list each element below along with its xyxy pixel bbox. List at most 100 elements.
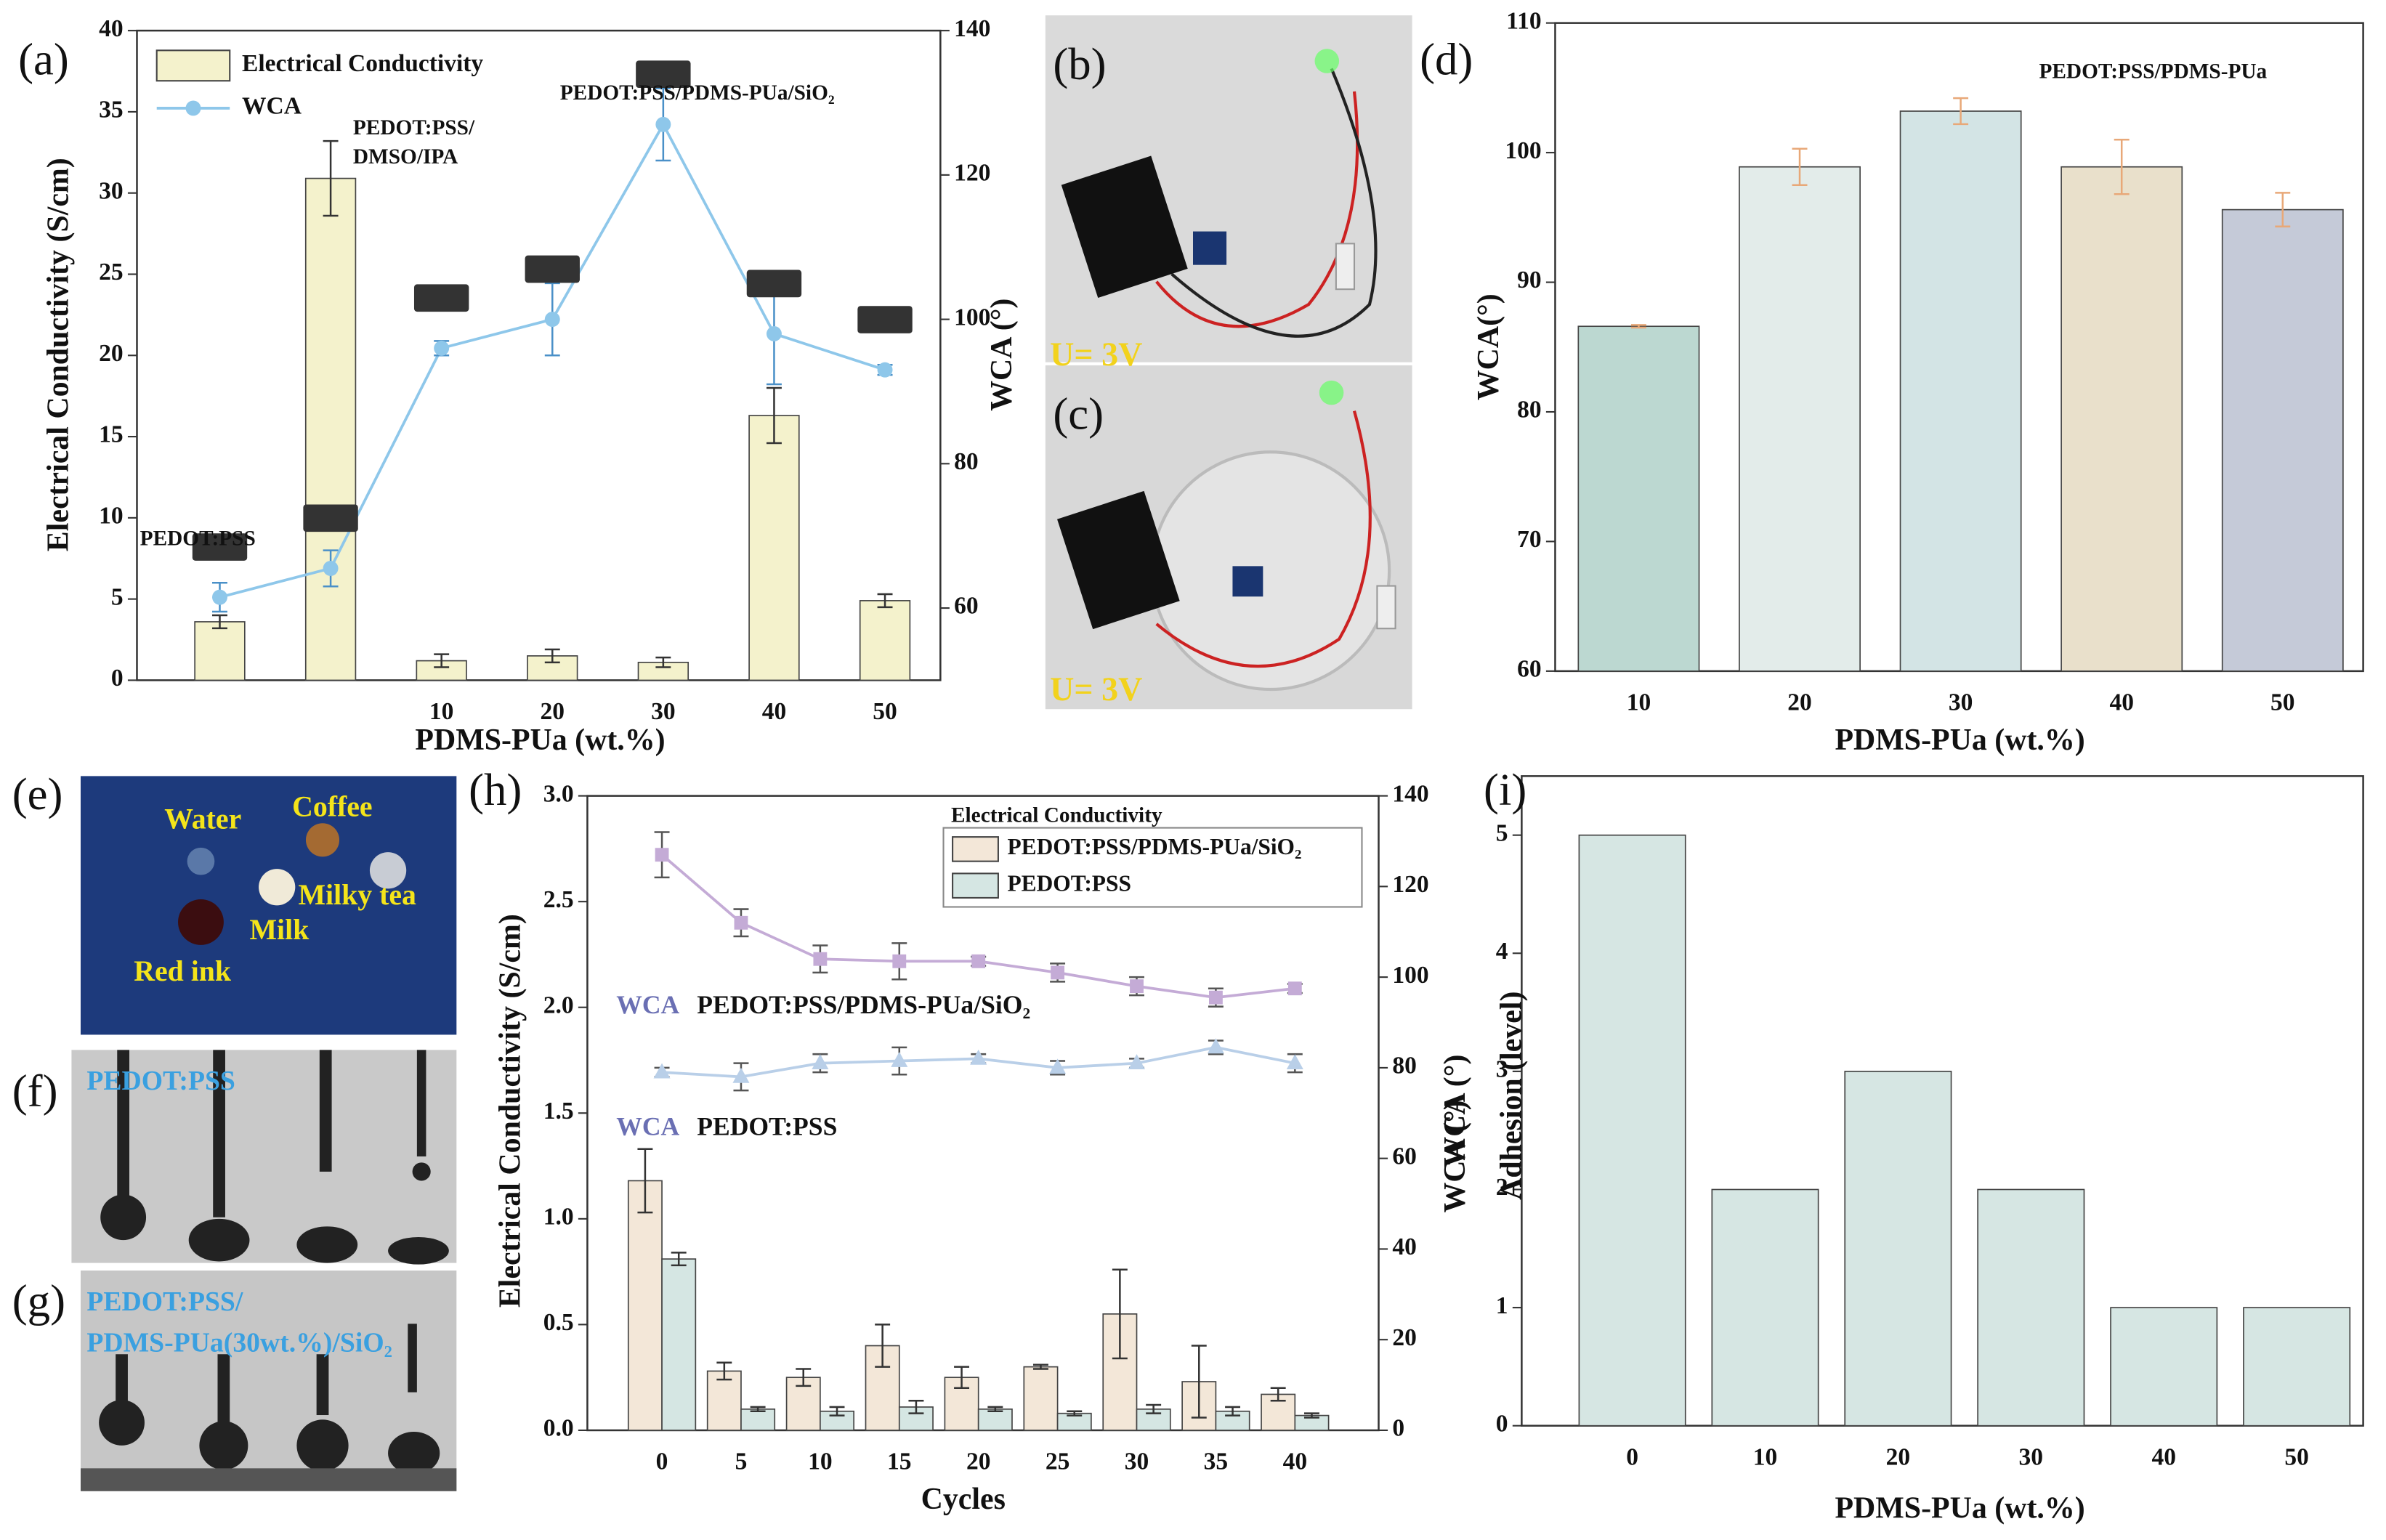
y-tick-label: 2.5 xyxy=(543,886,574,913)
droplet-image xyxy=(746,270,802,298)
bar xyxy=(1578,834,1686,1427)
x-tick-label: 15 xyxy=(887,1448,912,1475)
photo-e xyxy=(81,776,457,1035)
photo-f xyxy=(71,1050,457,1265)
y-tick-label: 110 xyxy=(1506,7,1541,34)
bar xyxy=(2110,1307,2218,1427)
panel-label: (g) xyxy=(12,1276,65,1326)
x-tick-label: 5 xyxy=(735,1448,748,1475)
x-tick-label: 10 xyxy=(1627,689,1651,716)
photo-text: U= 3V xyxy=(1050,336,1142,373)
line-marker xyxy=(1049,1058,1067,1074)
droplet-image xyxy=(192,533,248,561)
line-marker xyxy=(734,915,748,930)
x-tick-label: 50 xyxy=(2284,1443,2309,1470)
x-tick-label: 40 xyxy=(1283,1448,1308,1475)
y-tick-label: 1.0 xyxy=(543,1204,574,1231)
x-axis-label: PDMS-PUa (wt.%) xyxy=(1835,724,2084,757)
line-marker xyxy=(970,1049,987,1065)
y-axis-label: WCA(°) xyxy=(1472,293,1505,400)
y-tick-label: 15 xyxy=(99,421,123,448)
y-tick-label: 25 xyxy=(99,259,123,285)
y-tick-label: 5 xyxy=(1496,819,1508,846)
x-tick-label: 0 xyxy=(1626,1443,1638,1470)
photo-text: PDMS-PUa(30wt.%)/SiO₂ xyxy=(86,1327,392,1358)
annotation: WCA (°) xyxy=(1439,1100,1472,1212)
y-tick-label: 60 xyxy=(1517,656,1542,683)
line-marker xyxy=(813,952,828,966)
bar xyxy=(194,621,246,681)
y2-tick-label: 40 xyxy=(1392,1233,1417,1260)
y2-tick-label: 140 xyxy=(954,15,990,42)
photo-text: Red ink xyxy=(134,955,232,987)
legend-swatch xyxy=(952,836,999,862)
line-marker xyxy=(1128,1054,1146,1070)
y-tick-label: 1.5 xyxy=(543,1098,574,1124)
x-tick-label: 40 xyxy=(2109,689,2133,716)
annotation: PEDOT:PSS/PDMS-PUa/SiO₂ xyxy=(697,990,1030,1019)
annotation: PEDOT:PSS xyxy=(140,527,256,550)
y-tick-label: 2 xyxy=(1496,1174,1508,1201)
line-marker xyxy=(1208,990,1223,1005)
panel-label: (a) xyxy=(18,34,69,85)
bar xyxy=(2221,208,2344,672)
annotation: PEDOT:PSS/PDMS-PUa xyxy=(2039,60,2267,84)
bar xyxy=(748,415,800,681)
bar xyxy=(1577,325,1700,672)
y2-axis-label: WCA (°) xyxy=(1439,1055,1472,1167)
photo-text: Milk xyxy=(249,914,310,946)
bar xyxy=(706,1370,742,1431)
bar xyxy=(1215,1410,1250,1431)
photo-c xyxy=(1045,365,1412,710)
line-marker xyxy=(434,340,450,356)
bar xyxy=(2061,166,2183,672)
x-axis-label: PDMS-PUa (wt.%) xyxy=(1835,1492,2084,1525)
line-marker xyxy=(766,325,782,341)
legend-title: Electrical Conductivity xyxy=(951,804,1162,827)
legend-label: PEDOT:PSS xyxy=(1007,870,1131,896)
x-tick-label: 50 xyxy=(2270,689,2295,716)
line-marker xyxy=(212,589,227,605)
line-marker xyxy=(655,848,669,862)
bar xyxy=(1844,1071,1952,1427)
line-marker xyxy=(971,954,986,968)
bar xyxy=(1136,1409,1171,1431)
panel-label: (b) xyxy=(1053,38,1106,89)
line-marker xyxy=(1207,1038,1224,1054)
droplet-image xyxy=(857,306,913,333)
bar xyxy=(1899,110,2022,672)
y-tick-label: 3 xyxy=(1496,1056,1508,1083)
y2-tick-label: 80 xyxy=(954,448,979,475)
x-tick-label: 30 xyxy=(651,698,676,725)
x-axis-label: Cycles xyxy=(921,1483,1006,1516)
photo-text: Water xyxy=(164,803,241,835)
annotation: PEDOT:PSS xyxy=(697,1111,837,1140)
x-tick-label: 40 xyxy=(2151,1443,2176,1470)
line-marker xyxy=(185,100,201,116)
y-tick-label: 70 xyxy=(1517,526,1542,553)
legend-label: Electrical Conductivity xyxy=(242,50,483,77)
x-tick-label: 10 xyxy=(429,698,454,725)
line-marker xyxy=(544,312,560,328)
line-marker xyxy=(1286,1054,1303,1070)
photo-text: PEDOT:PSS/ xyxy=(86,1286,243,1317)
x-tick-label: 20 xyxy=(541,698,565,725)
annotation: DMSO/IPA xyxy=(353,145,458,169)
legend-label: WCA xyxy=(242,93,302,120)
y-tick-label: 0 xyxy=(111,665,124,692)
line-marker xyxy=(877,362,893,378)
bar xyxy=(1739,166,1861,672)
droplet-image xyxy=(636,60,691,89)
line-marker xyxy=(732,1067,750,1083)
bar xyxy=(1023,1366,1059,1431)
y2-axis-label: WCA (°) xyxy=(985,299,1019,411)
line-marker xyxy=(892,954,907,968)
y-tick-label: 80 xyxy=(1517,397,1542,423)
panel-label: (h) xyxy=(469,764,522,815)
bar xyxy=(627,1180,663,1431)
droplet-image xyxy=(303,504,358,532)
y-tick-label: 1 xyxy=(1496,1292,1508,1319)
panel-label: (i) xyxy=(1484,764,1526,815)
